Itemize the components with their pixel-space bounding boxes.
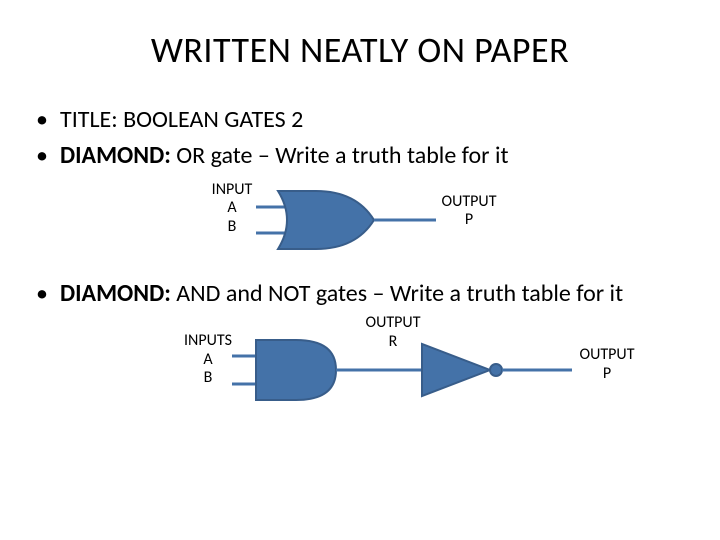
or-input-label: INPUT — [202, 181, 262, 199]
and-not-diagram: INPUTS A B OUTP — [36, 314, 684, 424]
bullet-or-rest: OR gate – Write a truth table for it — [171, 141, 509, 170]
bullet-and-rest: AND and NOT gates – Write a truth table … — [171, 279, 623, 308]
or-output-label: OUTPUT — [434, 193, 504, 211]
bullet-title: TITLE: BOOLEAN GATES 2 — [36, 104, 684, 136]
bullet-or-gate: DIAMOND: OR gate – Write a truth table f… — [36, 140, 684, 172]
or-gate-diagram: INPUT A B OUTPUT P — [36, 179, 684, 274]
final-output-label-block: OUTPUT P — [572, 346, 642, 383]
and-inputs-label-block: INPUTS A B — [176, 332, 240, 387]
bullet-or-prefix: DIAMOND: — [60, 141, 171, 170]
bullet-title-prefix: TITLE: — [60, 105, 123, 134]
or-input-a: A — [202, 199, 262, 217]
or-output-label-block: OUTPUT P — [434, 193, 504, 230]
mid-output-label-block: OUTPUT R — [358, 314, 428, 351]
bullet-and-prefix: DIAMOND: — [60, 279, 171, 308]
bullet-title-rest: BOOLEAN GATES 2 — [123, 105, 303, 134]
mid-output-label: OUTPUT — [358, 314, 428, 332]
bullet-list: TITLE: BOOLEAN GATES 2 DIAMOND: OR gate … — [0, 72, 720, 424]
or-input-b: B — [202, 218, 262, 236]
and-input-b: B — [176, 369, 240, 387]
or-output-name: P — [434, 211, 504, 229]
mid-output-name: R — [358, 333, 428, 351]
or-gate-icon — [256, 185, 436, 255]
and-input-a: A — [176, 351, 240, 369]
or-input-label-block: INPUT A B — [202, 181, 262, 236]
final-output-label: OUTPUT — [572, 346, 642, 364]
bullet-and-not-gate: DIAMOND: AND and NOT gates – Write a tru… — [36, 278, 684, 310]
page-title: WRITTEN NEATLY ON PAPER — [0, 0, 720, 72]
and-inputs-label: INPUTS — [176, 332, 240, 350]
final-output-name: P — [572, 365, 642, 383]
